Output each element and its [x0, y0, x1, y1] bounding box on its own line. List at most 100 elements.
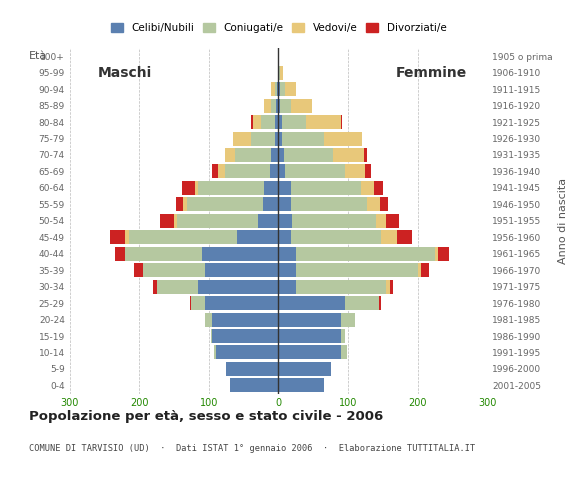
- Bar: [276, 98, 278, 113]
- Bar: [263, 197, 278, 211]
- Bar: [278, 165, 285, 179]
- Bar: [278, 346, 341, 360]
- Bar: [278, 132, 282, 145]
- Bar: [291, 98, 312, 113]
- Bar: [205, 296, 278, 310]
- Bar: [270, 165, 278, 179]
- Legend: Celibi/Nubili, Coniugati/e, Vedovi/e, Divorziati/e: Celibi/Nubili, Coniugati/e, Vedovi/e, Di…: [106, 19, 451, 37]
- Bar: [153, 280, 157, 294]
- Bar: [271, 148, 278, 162]
- Bar: [225, 165, 270, 179]
- Bar: [125, 230, 129, 244]
- Bar: [382, 230, 397, 244]
- Bar: [278, 197, 291, 211]
- Bar: [278, 312, 341, 326]
- Bar: [341, 312, 355, 326]
- Bar: [143, 263, 205, 277]
- Bar: [282, 132, 324, 145]
- Bar: [278, 181, 291, 195]
- Bar: [345, 296, 379, 310]
- Bar: [261, 115, 275, 129]
- Bar: [198, 181, 264, 195]
- Bar: [253, 115, 261, 129]
- Bar: [421, 263, 429, 277]
- Text: Femmine: Femmine: [396, 66, 467, 80]
- Bar: [215, 346, 216, 360]
- Bar: [275, 82, 277, 96]
- Bar: [177, 214, 258, 228]
- Bar: [264, 181, 278, 195]
- Bar: [195, 181, 198, 195]
- Bar: [176, 197, 183, 211]
- Bar: [368, 197, 380, 211]
- Bar: [278, 230, 291, 244]
- Bar: [280, 82, 285, 96]
- Bar: [225, 148, 235, 162]
- Bar: [278, 82, 280, 96]
- Text: COMUNE DI TARVISIO (UD)  ·  Dati ISTAT 1° gennaio 2006  ·  Elaborazione TUTTITAL: COMUNE DI TARVISIO (UD) · Dati ISTAT 1° …: [29, 444, 475, 453]
- Bar: [280, 66, 283, 80]
- Bar: [291, 181, 361, 195]
- Text: Età: Età: [29, 51, 48, 61]
- Bar: [376, 214, 386, 228]
- Bar: [278, 378, 324, 392]
- Bar: [135, 263, 143, 277]
- Bar: [275, 115, 278, 129]
- Bar: [235, 148, 271, 162]
- Bar: [174, 214, 177, 228]
- Bar: [157, 280, 198, 294]
- Bar: [115, 247, 125, 261]
- Bar: [190, 296, 191, 310]
- Bar: [278, 148, 284, 162]
- Bar: [284, 148, 333, 162]
- Bar: [345, 165, 365, 179]
- Bar: [365, 165, 371, 179]
- Bar: [375, 181, 383, 195]
- Bar: [212, 312, 278, 326]
- Text: Popolazione per età, sesso e stato civile - 2006: Popolazione per età, sesso e stato civil…: [29, 410, 383, 423]
- Bar: [278, 329, 341, 343]
- Bar: [296, 247, 435, 261]
- Bar: [379, 296, 380, 310]
- Bar: [278, 263, 296, 277]
- Bar: [233, 132, 251, 145]
- Bar: [258, 214, 278, 228]
- Bar: [187, 197, 263, 211]
- Bar: [278, 362, 331, 376]
- Bar: [216, 346, 278, 360]
- Bar: [125, 247, 202, 261]
- Bar: [341, 115, 342, 129]
- Bar: [212, 329, 278, 343]
- Bar: [438, 247, 449, 261]
- Bar: [205, 263, 278, 277]
- Bar: [129, 230, 237, 244]
- Bar: [418, 263, 421, 277]
- Text: Maschi: Maschi: [98, 66, 153, 80]
- Bar: [435, 247, 438, 261]
- Bar: [226, 362, 278, 376]
- Bar: [191, 296, 205, 310]
- Bar: [212, 165, 218, 179]
- Bar: [278, 115, 282, 129]
- Bar: [202, 247, 278, 261]
- Bar: [198, 280, 278, 294]
- Y-axis label: Anno di nascita: Anno di nascita: [558, 178, 568, 264]
- Bar: [282, 115, 306, 129]
- Bar: [182, 181, 195, 195]
- Bar: [278, 296, 345, 310]
- Bar: [278, 280, 296, 294]
- Bar: [110, 230, 125, 244]
- Bar: [237, 230, 278, 244]
- Bar: [211, 329, 212, 343]
- Bar: [278, 214, 292, 228]
- Bar: [278, 247, 296, 261]
- Bar: [251, 132, 275, 145]
- Bar: [333, 148, 364, 162]
- Bar: [292, 214, 376, 228]
- Bar: [341, 346, 347, 360]
- Bar: [361, 181, 375, 195]
- Bar: [205, 312, 212, 326]
- Bar: [285, 82, 296, 96]
- Bar: [278, 98, 281, 113]
- Bar: [296, 280, 386, 294]
